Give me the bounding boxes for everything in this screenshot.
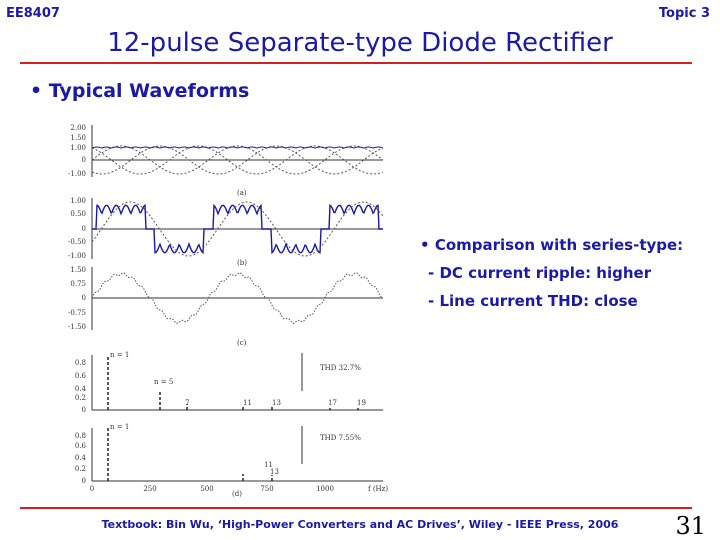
x-tick-label: 750 xyxy=(260,485,273,493)
title-rule xyxy=(20,62,692,64)
voltage xyxy=(91,145,384,175)
panel-label: (c) xyxy=(237,339,247,347)
y-tick-label: 0.2 xyxy=(75,465,86,473)
thd: THD 32.7% xyxy=(320,364,361,372)
harmonic-label: n = 1 xyxy=(110,351,129,359)
panel-label: (a) xyxy=(237,189,247,197)
y-tick-label: 0 xyxy=(82,156,86,164)
y-tick-label: -0.50 xyxy=(68,238,86,246)
voltage xyxy=(91,145,384,175)
y-tick-label: 0.6 xyxy=(75,372,87,380)
y-tick-label: 0.8 xyxy=(75,432,86,440)
y-tick-label: 0.6 xyxy=(75,442,87,450)
y-tick-label: 1.00 xyxy=(70,144,86,152)
y-tick-label: 1.50 xyxy=(70,266,86,274)
current-ref xyxy=(91,201,384,257)
x-tick-label: 0 xyxy=(90,485,94,493)
y-tick-label: 2.00 xyxy=(70,124,86,132)
course: EE8407 xyxy=(6,6,60,21)
thd: THD 7.55% xyxy=(320,434,361,442)
footer-rule xyxy=(20,507,692,509)
dc-voltage xyxy=(91,146,384,149)
y-tick-label: 0 xyxy=(82,225,86,233)
heading-text: Comparison with series-type: xyxy=(434,236,684,254)
item: - Line current THD: close xyxy=(428,292,638,310)
line-current xyxy=(91,272,384,324)
harmonic-label: 19 xyxy=(357,399,366,407)
y-tick-label: -1.50 xyxy=(68,323,86,331)
y-tick-label: 0.4 xyxy=(75,385,87,393)
y-tick-label: 0 xyxy=(82,406,86,414)
figure-label: (d) xyxy=(232,490,242,498)
citation: Textbook: Bin Wu, ‘High-Power Converters… xyxy=(101,518,619,531)
current xyxy=(92,203,383,255)
y-tick-label: -0.75 xyxy=(68,309,86,317)
y-tick-label: 0 xyxy=(82,477,86,485)
panel-label: (b) xyxy=(237,259,247,267)
harmonic-label: 11 xyxy=(243,399,252,407)
y-tick-label: 1.50 xyxy=(70,134,86,142)
y-tick-label: 0.75 xyxy=(70,280,86,288)
x-tick-label: 500 xyxy=(200,485,213,493)
y-tick-label: -1.00 xyxy=(68,170,86,178)
y-tick-label: -1.00 xyxy=(68,252,86,260)
bullet: • Typical Waveforms xyxy=(30,80,250,102)
harmonic-label: 13 xyxy=(272,399,281,407)
page-number: 31 xyxy=(675,512,706,540)
topic: Topic 3 xyxy=(658,6,710,21)
y-tick-label: 0.4 xyxy=(75,454,87,462)
item: - DC current ripple: higher xyxy=(428,264,652,282)
harmonic-label: 7 xyxy=(185,399,189,407)
title: 12-pulse Separate-type Diode Rectifier xyxy=(107,28,613,58)
harmonic-label: 11 xyxy=(264,461,273,469)
y-tick-label: 0 xyxy=(82,294,86,302)
y-tick-label: 0.8 xyxy=(75,359,86,367)
y-tick-label: 0.2 xyxy=(75,394,86,402)
harmonic-label: 13 xyxy=(270,468,279,476)
y-tick-label: 1.00 xyxy=(70,197,86,205)
harmonic-label: n = 5 xyxy=(154,378,173,386)
x-tick-label: 250 xyxy=(143,485,156,493)
x-tick-label: 1000 xyxy=(316,485,334,493)
harmonic-label: 17 xyxy=(328,399,337,407)
y-tick-label: 0.50 xyxy=(70,210,86,218)
bullet-text: Typical Waveforms xyxy=(48,80,250,102)
x-label: f (Hz) xyxy=(368,485,388,493)
harmonic-label: n = 1 xyxy=(110,423,129,431)
comparison-heading: • Comparison with series-type: xyxy=(420,236,684,254)
comparison: • Comparison with series-type: - DC curr… xyxy=(420,231,683,315)
